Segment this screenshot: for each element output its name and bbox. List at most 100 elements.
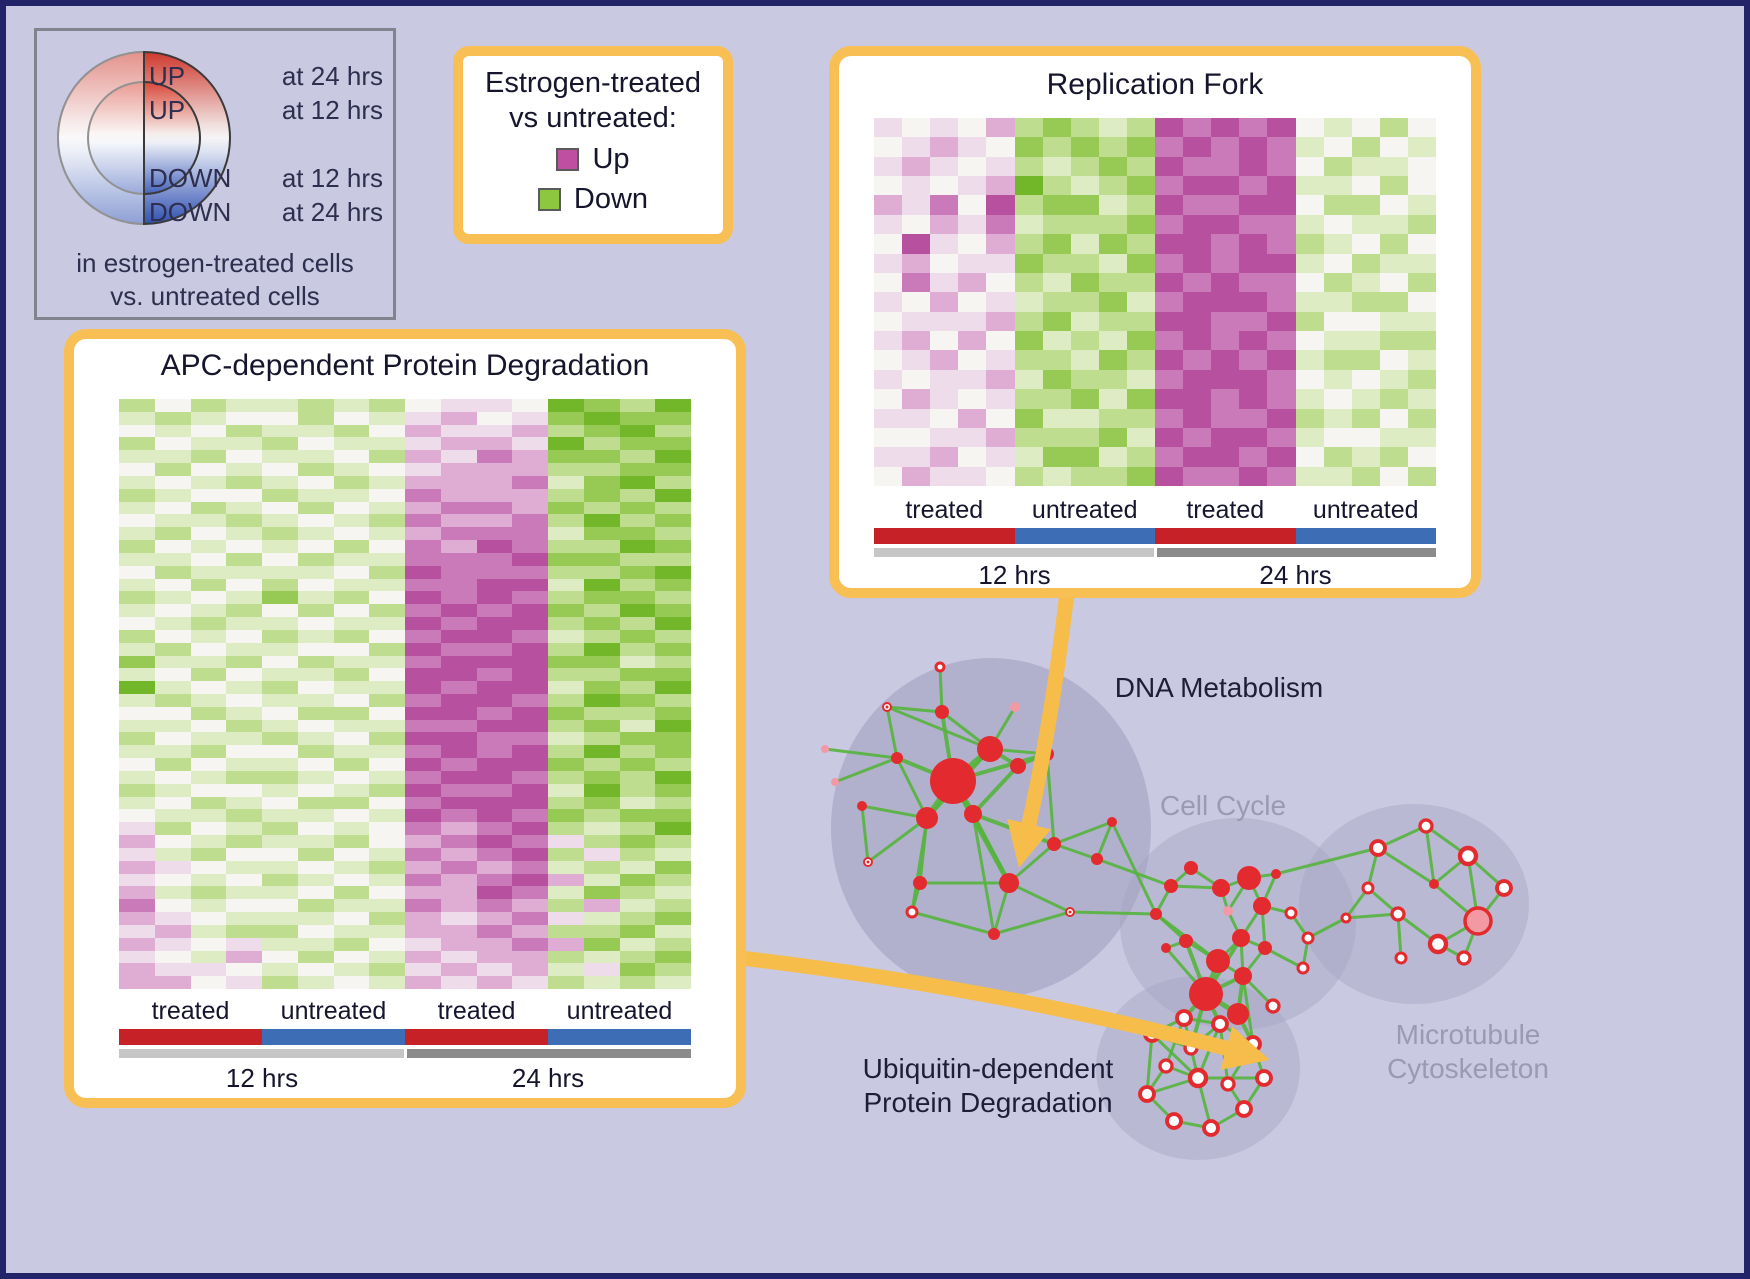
heatmap-cell [655, 437, 691, 451]
heatmap-cell [902, 311, 931, 332]
heatmap-cell [440, 745, 477, 759]
heatmap-cell [262, 719, 298, 733]
heatmap-cell [1155, 272, 1184, 293]
heatmap-cell [1070, 253, 1099, 273]
heatmap-cell [1351, 427, 1380, 448]
gene-node [1164, 879, 1178, 893]
heatmap-cell [1323, 253, 1352, 273]
heatmap-cell [655, 540, 691, 553]
heatmap-cell [405, 963, 441, 977]
heatmap-cell [902, 369, 931, 390]
heatmap-cell [512, 873, 548, 887]
heatmap-cell [262, 873, 298, 887]
heatmap-cell [1295, 389, 1324, 409]
heatmap-cell [154, 604, 191, 618]
heatmap-cell [369, 822, 405, 836]
heatmap-cell [512, 976, 548, 989]
heatmap-cell [405, 976, 441, 989]
heatmap-cell [333, 629, 370, 643]
heatmap-cell [440, 899, 477, 913]
heatmap-cell [369, 591, 405, 605]
heatmap-cell [1295, 466, 1324, 486]
heatmap-cell [958, 272, 987, 293]
heatmap-cell [1211, 253, 1240, 273]
heatmap-cell [874, 408, 903, 428]
heatmap-cell [1211, 466, 1240, 486]
heatmap-cell [512, 591, 548, 605]
gene-node [1235, 1100, 1253, 1118]
heatmap-cell [1407, 369, 1436, 390]
gene-node [1296, 961, 1310, 975]
gene-node [1255, 1069, 1273, 1087]
heatmap-cell [226, 937, 262, 951]
heatmap-cell [1211, 369, 1240, 390]
heatmap-cell [333, 899, 370, 913]
sample-color-bar [119, 1029, 691, 1045]
heatmap-cell [548, 411, 584, 425]
time-color-bar [119, 1049, 691, 1058]
heatmap-cell [1098, 234, 1127, 254]
heatmap-cell [1267, 176, 1296, 196]
heatmap-cell [655, 604, 691, 618]
heatmap-cell [583, 924, 620, 938]
heatmap-cell [1351, 447, 1380, 467]
heatmap-cell [297, 899, 334, 913]
heatmap-cell [1295, 331, 1324, 351]
key-time: at 12 hrs [281, 163, 383, 193]
heatmap-cell [333, 450, 370, 464]
heatmap-cell [1295, 447, 1324, 467]
heatmap-cell [119, 463, 155, 476]
heatmap-cell [297, 463, 334, 476]
heatmap-cell [619, 642, 656, 656]
heatmap-cell [930, 389, 959, 409]
heatmap-cell [333, 719, 370, 733]
heatmap-cell [1042, 447, 1071, 467]
heatmap-cell [958, 176, 987, 196]
key-row-up-12: UP at 12 hrs [149, 95, 383, 126]
heatmap-cell [262, 591, 298, 605]
heatmap-cell [1042, 214, 1071, 235]
heatmap-cell [369, 565, 405, 579]
heatmap-cell [1070, 176, 1099, 196]
heatmap-cell [405, 847, 441, 861]
heatmap-cell [405, 411, 441, 425]
heatmap-cell [512, 745, 548, 759]
heatmap-cell [226, 642, 262, 656]
heatmap-cell [405, 424, 441, 438]
heatmap-cell [548, 399, 584, 412]
heatmap-cell [1183, 156, 1212, 177]
heatmap-cell [1379, 272, 1408, 293]
heatmap-cell [874, 253, 903, 273]
apc-heatmap [119, 399, 691, 989]
heatmap-cell [1014, 195, 1043, 215]
heatmap-cell [1126, 118, 1155, 138]
heatmap-cell [333, 963, 370, 977]
heatmap-cell [874, 272, 903, 293]
heatmap-cell [1407, 234, 1436, 254]
heatmap-cell [262, 540, 298, 553]
heatmap-cell [226, 629, 262, 643]
gene-node [1394, 951, 1408, 965]
gene-node [1068, 910, 1072, 914]
heatmap-cell [190, 745, 227, 759]
heatmap-cell [1183, 369, 1212, 390]
heatmap-cell [1014, 214, 1043, 235]
gene-node [1457, 845, 1479, 867]
heatmap-cell [1267, 272, 1296, 293]
heatmap-cell [476, 681, 513, 694]
gene-node [913, 876, 927, 890]
network-edge [823, 747, 899, 760]
heatmap-cell [1098, 427, 1127, 448]
heatmap-cell [1267, 408, 1296, 428]
heatmap-cell [1295, 272, 1324, 293]
heatmap-cell [1379, 447, 1408, 467]
heatmap-cell [902, 389, 931, 409]
heatmap-cell [986, 118, 1015, 138]
key-caption: in estrogen-treated cells vs. untreated … [37, 247, 393, 314]
heatmap-cell [512, 770, 548, 784]
heatmap-cell [226, 912, 262, 925]
gene-node [1206, 949, 1230, 973]
heatmap-cell [548, 796, 584, 810]
heatmap-cell [1267, 195, 1296, 215]
